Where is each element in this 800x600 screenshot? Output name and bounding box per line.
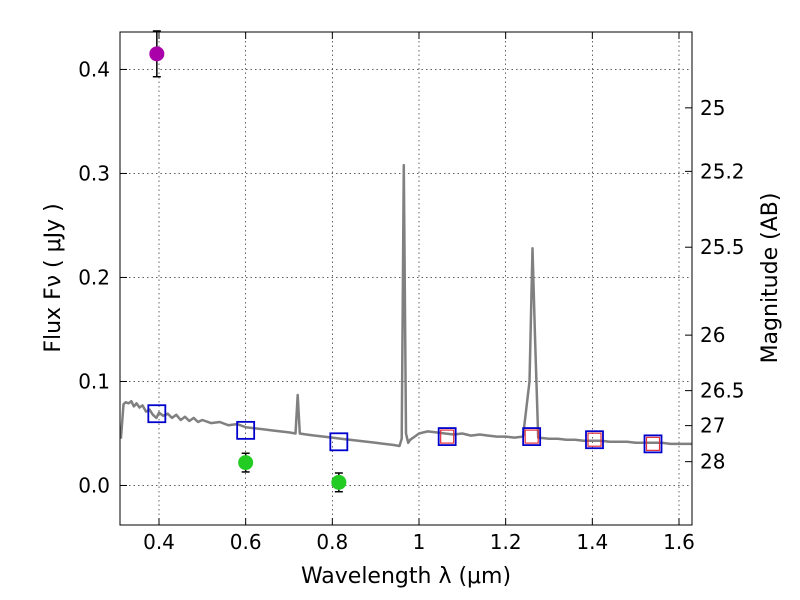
green-data-point [238, 455, 254, 471]
x-axis-label: Wavelength λ (μm) [301, 564, 511, 589]
y-tick-label: 0.2 [78, 265, 110, 289]
observed-photometry-marker [524, 429, 539, 444]
sed-model-line [119, 163, 692, 448]
model-photometry-marker [329, 432, 349, 452]
right-tick-label: 25.2 [700, 159, 745, 183]
x-tick-label: 0.4 [143, 530, 175, 554]
y-axis-label: Flux Fν ( μJy ) [41, 203, 66, 352]
right-tick-label: 26 [700, 323, 725, 347]
plot-data [119, 30, 692, 493]
observed-photometry-marker [440, 429, 455, 444]
y-tick-label: 0.1 [78, 369, 110, 393]
right-axis-label: Magnitude (AB) [758, 193, 783, 364]
model-photometry-marker [236, 420, 256, 440]
model-photometry-marker [643, 434, 663, 454]
x-tick-label: 1.4 [576, 530, 608, 554]
x-tick-label: 1.6 [663, 530, 695, 554]
grid-lines [120, 32, 692, 525]
plot-frame [119, 31, 693, 526]
axis-ticks: 0.4 0.6 0.8 1 1.2 1.4 1.6 0.0 0.1 0.2 0.3 0.4 25 25.2… [78, 32, 745, 554]
y-tick-label: 0.0 [78, 473, 110, 497]
right-tick-label: 27 [700, 414, 725, 438]
model-photometry-marker [522, 427, 542, 446]
model-photometry-marker [147, 404, 167, 424]
y-tick-label: 0.4 [78, 57, 110, 81]
x-tick-label: 0.6 [230, 530, 262, 554]
y-tick-label: 0.3 [78, 161, 110, 185]
observed-photometry-marker [645, 436, 661, 451]
model-photometry-marker [437, 427, 457, 446]
right-tick-label: 26.5 [700, 379, 745, 403]
x-tick-label: 1 [413, 530, 426, 554]
right-tick-label: 25.5 [700, 235, 745, 259]
x-tick-label: 0.8 [316, 530, 348, 554]
x-tick-label: 1.2 [490, 530, 522, 554]
right-tick-label: 28 [700, 450, 725, 474]
model-photometry-marker [585, 430, 604, 450]
right-tick-label: 25 [700, 96, 725, 120]
green-data-point [331, 474, 347, 490]
observed-photometry-marker [587, 432, 602, 447]
magenta-data-point [149, 46, 165, 62]
